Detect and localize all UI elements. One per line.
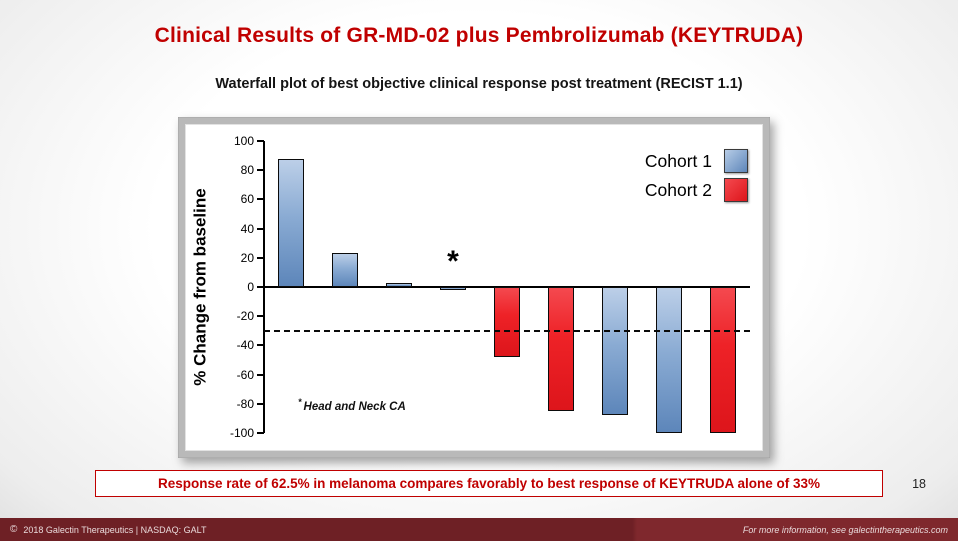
footer-right-text: For more information, see galectintherap…	[742, 524, 948, 535]
y-tick-mark	[257, 140, 264, 142]
chart-footnote: * Head and Neck CA	[298, 397, 406, 413]
legend-swatch	[724, 178, 748, 202]
footnote-mark: *	[298, 397, 302, 407]
y-tick-label: 40	[240, 221, 254, 236]
y-tick-label: 80	[240, 163, 254, 178]
y-tick-mark	[257, 432, 264, 434]
bar-3-cohort-1	[386, 282, 412, 287]
bar-5-cohort-2	[494, 287, 520, 358]
footer-left: © 2018 Galectin Therapeutics | NASDAQ: G…	[10, 524, 206, 535]
plot-area: Cohort 1 Cohort 2 * Head and Neck CA *	[257, 140, 750, 434]
callout-text: Response rate of 62.5% in melanoma compa…	[158, 476, 820, 491]
y-tick-mark	[257, 198, 264, 201]
y-tick-mark	[257, 402, 264, 405]
bar-9-cohort-2	[710, 287, 736, 433]
y-tick-label: 100	[233, 134, 254, 148]
legend-label: Cohort 1	[644, 150, 712, 171]
legend-swatch	[724, 149, 748, 173]
bar-7-cohort-1	[602, 287, 628, 416]
y-tick-mark	[257, 315, 264, 318]
y-tick-label: -100	[229, 426, 254, 440]
y-tick-mark	[257, 227, 264, 230]
y-tick-label: -20	[236, 309, 254, 324]
y-tick-mark	[257, 256, 264, 259]
response-threshold-line	[264, 329, 750, 332]
footer-right: For more information, see galectintherap…	[743, 525, 948, 535]
legend-item-cohort-1: Cohort 1	[645, 149, 748, 173]
y-tick-label: 20	[240, 250, 254, 265]
y-tick-label: 60	[240, 192, 254, 207]
y-tick-label: -40	[236, 338, 254, 353]
chart-legend: Cohort 1 Cohort 2	[645, 149, 748, 207]
bar-2-cohort-1	[332, 253, 358, 287]
slide-subtitle: Waterfall plot of best objective clinica…	[215, 76, 743, 92]
bar-8-cohort-1	[656, 287, 682, 433]
y-tick-mark	[257, 344, 264, 347]
footer-bar: © 2018 Galectin Therapeutics | NASDAQ: G…	[0, 518, 958, 541]
y-axis-ticks: 100 80 60 40 20 0 -20 -40 -60 -80 -100	[186, 134, 260, 440]
y-tick-label: -60	[236, 367, 254, 382]
bar-6-cohort-2	[548, 287, 574, 412]
bar-asterisk-annotation: *	[447, 245, 459, 278]
bar-1-cohort-1	[278, 158, 304, 287]
y-tick-mark	[257, 169, 264, 172]
y-tick-label: 0	[247, 280, 254, 294]
callout-banner: Response rate of 62.5% in melanoma compa…	[95, 470, 883, 497]
page-number: 18	[912, 477, 926, 491]
slide-title: Clinical Results of GR-MD-02 plus Pembro…	[154, 24, 804, 47]
y-tick-mark	[257, 286, 264, 288]
y-tick-mark	[257, 373, 264, 376]
legend-item-cohort-2: Cohort 2	[645, 178, 748, 202]
copyright-icon: ©	[10, 524, 18, 535]
bar-4-cohort-1	[440, 287, 466, 290]
chart-frame: % Change from baseline 100 80 60 40 20 0 -20 -4…	[178, 117, 770, 458]
legend-label: Cohort 2	[644, 179, 712, 200]
y-tick-label: -80	[236, 396, 254, 411]
footnote-text: Head and Neck CA	[303, 400, 406, 413]
waterfall-chart: % Change from baseline 100 80 60 40 20 0 -20 -4…	[185, 124, 763, 451]
footer-left-text: 2018 Galectin Therapeutics | NASDAQ: GAL…	[23, 524, 207, 535]
